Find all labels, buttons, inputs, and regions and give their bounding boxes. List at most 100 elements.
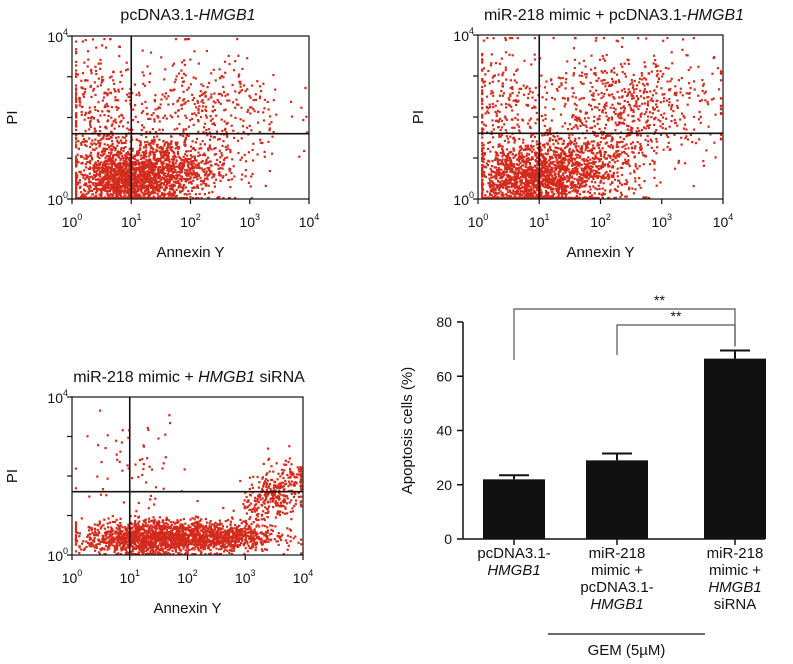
data-point (591, 157, 594, 160)
data-point (570, 158, 573, 161)
data-point (182, 183, 186, 186)
data-point (115, 187, 118, 190)
data-point (508, 163, 511, 166)
data-point (498, 196, 501, 200)
data-point (107, 159, 110, 162)
data-point (582, 167, 586, 170)
data-point (580, 177, 583, 180)
data-point (569, 187, 573, 190)
data-point (536, 146, 539, 150)
data-point (505, 168, 508, 171)
data-point (201, 140, 204, 143)
data-point (202, 182, 205, 185)
data-point (109, 91, 112, 94)
data-point (616, 153, 619, 156)
data-point (248, 94, 251, 97)
data-point (571, 149, 574, 152)
data-point (258, 131, 261, 134)
data-point (118, 141, 121, 144)
data-point (548, 171, 551, 174)
data-point (101, 166, 104, 169)
data-point (523, 59, 526, 62)
data-point (566, 176, 570, 179)
data-point (110, 167, 113, 170)
data-point (153, 98, 156, 102)
data-point (252, 99, 255, 102)
data-point (259, 138, 262, 141)
data-point (85, 197, 89, 200)
data-point (138, 151, 141, 154)
data-point (179, 163, 182, 166)
data-point (554, 173, 557, 176)
data-point (146, 163, 149, 166)
data-point (633, 171, 636, 174)
data-point (539, 163, 543, 166)
data-point (228, 63, 231, 66)
data-point (550, 148, 553, 151)
data-point (632, 192, 635, 195)
data-point (150, 197, 153, 200)
data-point (126, 68, 129, 71)
data-point (75, 173, 78, 176)
data-point (616, 141, 619, 144)
data-point (208, 191, 211, 194)
data-point (141, 161, 144, 164)
data-point (494, 177, 498, 180)
data-point (75, 104, 78, 107)
data-point (653, 149, 656, 152)
data-point (195, 114, 198, 117)
data-point (96, 173, 99, 176)
data-point (224, 146, 227, 149)
data-point (504, 166, 507, 169)
data-point (170, 135, 173, 138)
data-point (616, 167, 619, 170)
data-point (111, 174, 114, 177)
data-point (155, 175, 158, 179)
data-point (107, 157, 110, 161)
data-point (103, 38, 106, 41)
data-point (543, 182, 547, 185)
data-point (491, 183, 494, 186)
data-point (133, 192, 136, 195)
data-point (539, 147, 542, 150)
data-point (95, 187, 98, 191)
data-point (510, 191, 513, 195)
data-point (674, 167, 677, 170)
data-point (102, 168, 105, 172)
data-point (177, 72, 181, 75)
data-point (148, 177, 151, 180)
data-point (575, 142, 578, 145)
data-point (95, 163, 98, 166)
data-point (634, 180, 637, 183)
data-point (75, 40, 78, 43)
data-point (582, 157, 585, 160)
data-point (595, 165, 598, 168)
data-point (75, 189, 78, 192)
data-point (148, 131, 152, 134)
data-point (590, 165, 593, 168)
data-point (248, 124, 251, 127)
data-point (179, 156, 182, 160)
data-point (110, 158, 113, 162)
data-point (532, 174, 535, 178)
data-point (88, 180, 91, 183)
data-point (174, 156, 177, 159)
x-tick-label: 104 (299, 212, 320, 230)
data-point (553, 179, 556, 182)
data-point (600, 167, 603, 170)
data-point (124, 99, 127, 102)
data-point (521, 157, 524, 160)
data-point (523, 183, 527, 186)
data-point (131, 157, 134, 160)
data-point (201, 159, 204, 163)
data-point (106, 162, 109, 165)
data-point (240, 156, 243, 159)
data-point (110, 197, 114, 200)
data-point (523, 186, 526, 189)
data-point (120, 147, 123, 150)
data-point (191, 93, 194, 96)
data-point (264, 184, 267, 187)
data-point (186, 172, 189, 175)
data-point (126, 172, 129, 175)
data-point (482, 67, 486, 70)
